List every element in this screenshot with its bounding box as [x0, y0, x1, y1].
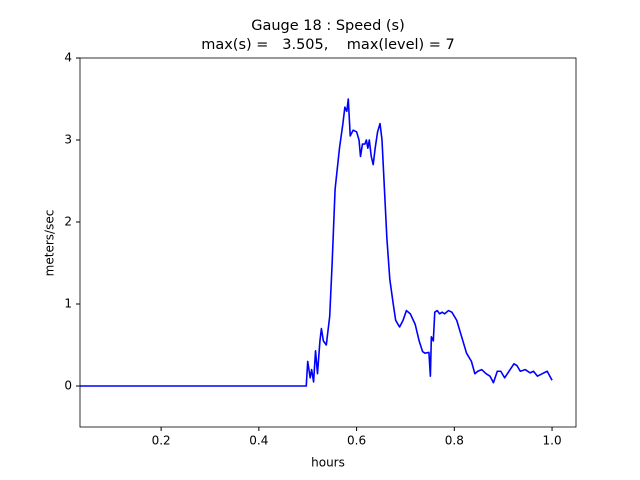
x-tick-label: 0.6: [347, 434, 366, 448]
chart-title: Gauge 18 : Speed (s): [251, 18, 405, 34]
line-series: [80, 98, 553, 387]
y-tick-label: 1: [64, 297, 72, 311]
x-tick-label: 0.8: [445, 434, 464, 448]
x-tick-label: 0.4: [249, 434, 268, 448]
x-tick-label: 1.0: [543, 434, 562, 448]
y-axis-label: meters/sec: [43, 210, 57, 277]
x-tick-label: 0.2: [152, 434, 171, 448]
chart-subtitle: max(s) = 3.505, max(level) = 7: [201, 37, 455, 53]
y-tick-label: 3: [64, 133, 72, 147]
axes-frame: [79, 57, 577, 428]
y-tick-label: 4: [64, 51, 72, 65]
y-tick-label: 0: [64, 379, 72, 393]
y-tick-label: 2: [64, 215, 72, 229]
x-axis-label: hours: [311, 456, 345, 470]
